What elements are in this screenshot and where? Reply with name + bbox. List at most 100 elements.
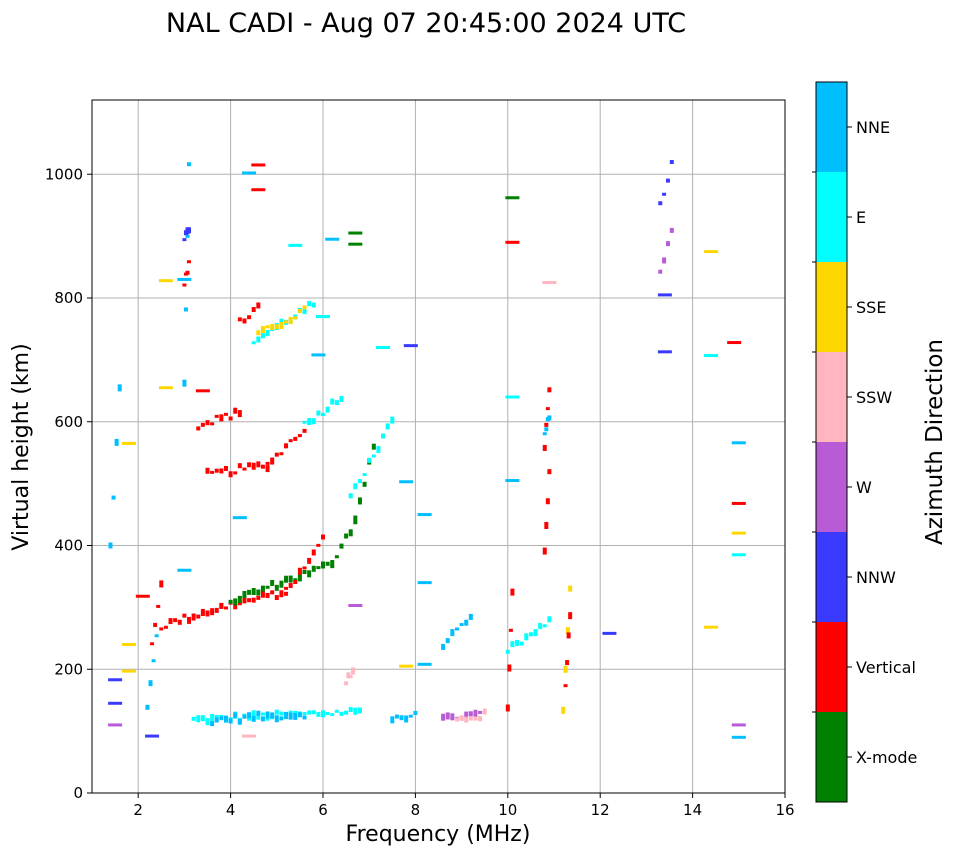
echo-mark-nne xyxy=(145,704,150,710)
echo-mark-nne xyxy=(450,629,455,637)
echo-mark-nne xyxy=(445,638,450,644)
echo-mark-e xyxy=(265,716,270,721)
echo-mark-vertical xyxy=(265,465,270,473)
echo-mark-vertical xyxy=(233,604,238,610)
colorbar-swatch-vertical xyxy=(816,622,847,712)
echo-mark-vertical xyxy=(237,410,242,418)
echo-mark-x-mode xyxy=(237,595,242,603)
echo-point-ssw xyxy=(242,734,257,738)
echo-mark-e xyxy=(519,641,524,646)
echo-mark-e xyxy=(385,423,390,430)
colorbar-label: SSE xyxy=(856,298,886,317)
echo-mark-e xyxy=(256,336,261,343)
echo-mark-w xyxy=(662,257,667,264)
echo-mark-vertical xyxy=(168,618,173,625)
echo-point-sse xyxy=(158,386,173,390)
y-tick-label: 800 xyxy=(54,289,83,307)
echo-mark-vertical xyxy=(210,608,215,616)
echo-mark-x-mode xyxy=(302,569,307,574)
echo-mark-vertical xyxy=(205,610,210,617)
echo-mark-x-mode xyxy=(251,587,256,595)
echo-mark-sse xyxy=(293,316,298,320)
echo-mark-vertical xyxy=(237,463,242,469)
echo-mark-e xyxy=(302,307,307,315)
x-tick-label: 2 xyxy=(133,801,143,819)
colorbar-label: NNE xyxy=(856,118,890,137)
echo-mark-nne xyxy=(265,711,270,719)
echo-mark-e xyxy=(200,715,205,722)
echo-mark-x-mode xyxy=(344,533,349,539)
echo-mark-vertical xyxy=(274,452,279,457)
echo-mark-vertical xyxy=(321,534,325,540)
echo-mark-vertical xyxy=(547,469,552,475)
echo-mark-nne xyxy=(154,634,159,638)
echo-mark-sse xyxy=(561,706,566,714)
echo-mark-e xyxy=(367,457,372,463)
echo-mark-e xyxy=(196,715,201,723)
colorbar-swatch-e xyxy=(816,172,847,262)
colorbar-swatch-w xyxy=(816,442,847,532)
echo-point-nnw xyxy=(403,344,418,348)
echo-mark-vertical xyxy=(251,597,256,603)
echo-point-vertical xyxy=(727,341,742,345)
echo-mark-nne xyxy=(108,542,113,549)
echo-mark-nne xyxy=(210,721,215,727)
echo-mark-x-mode xyxy=(307,570,312,578)
echo-mark-nne xyxy=(214,717,219,723)
echo-mark-vertical xyxy=(508,628,513,632)
echo-mark-w xyxy=(669,227,674,233)
echo-mark-x-mode xyxy=(316,566,321,570)
echo-mark-vertical xyxy=(270,590,275,595)
x-tick-label: 14 xyxy=(683,801,702,819)
echo-mark-sse xyxy=(565,627,570,635)
echo-mark-vertical xyxy=(150,642,155,646)
echo-mark-vertical xyxy=(568,612,573,620)
colorbar-frame xyxy=(815,81,848,803)
echo-mark-ssw xyxy=(478,716,483,722)
echo-point-e xyxy=(704,354,719,358)
echo-mark-vertical xyxy=(510,588,515,596)
echo-mark-vertical xyxy=(302,566,307,570)
echo-point-nne xyxy=(177,277,192,281)
echo-mark-vertical xyxy=(233,407,238,414)
echo-point-w xyxy=(348,604,363,608)
echo-point-nne xyxy=(505,479,520,483)
plot-background xyxy=(92,100,785,793)
echo-mark-nne xyxy=(151,659,156,663)
echo-mark-e xyxy=(325,406,330,413)
y-tick-label: 600 xyxy=(54,413,83,431)
echo-mark-x-mode xyxy=(330,560,335,567)
echo-point-e xyxy=(505,395,520,399)
echo-mark-e xyxy=(210,713,215,721)
colorbar-label: Vertical xyxy=(856,658,916,677)
echo-mark-nnw xyxy=(669,160,674,165)
echo-mark-x-mode xyxy=(325,561,330,566)
colorbar-swatch-nnw xyxy=(816,532,847,622)
echo-mark-vertical xyxy=(237,601,242,606)
echo-mark-ssw xyxy=(464,716,469,723)
echo-mark-vertical xyxy=(210,470,215,474)
echo-mark-w xyxy=(445,712,450,720)
echo-mark-e xyxy=(265,329,270,336)
echo-mark-w xyxy=(478,710,483,714)
echo-mark-nne xyxy=(117,384,122,392)
echo-mark-nne xyxy=(233,712,238,719)
echo-mark-nne xyxy=(297,712,302,718)
echo-mark-sse xyxy=(265,325,270,329)
echo-point-sse xyxy=(731,531,746,535)
echo-mark-nne xyxy=(183,307,188,312)
colorbar-swatch-x-mode xyxy=(816,712,847,802)
echo-mark-nne xyxy=(468,613,473,620)
echo-mark-nne xyxy=(237,718,242,725)
echo-mark-vertical xyxy=(293,580,298,585)
echo-mark-nne xyxy=(284,711,289,719)
echo-mark-vertical xyxy=(214,607,219,613)
echo-mark-vertical xyxy=(545,498,550,505)
echo-mark-e xyxy=(533,629,538,637)
echo-mark-vertical xyxy=(247,315,252,320)
echo-mark-vertical xyxy=(307,557,312,564)
colorbar-title: Azimuth Direction xyxy=(922,339,948,545)
echo-point-sse xyxy=(121,643,136,646)
echo-point-x-mode xyxy=(348,231,363,235)
echo-mark-nne xyxy=(390,716,395,724)
